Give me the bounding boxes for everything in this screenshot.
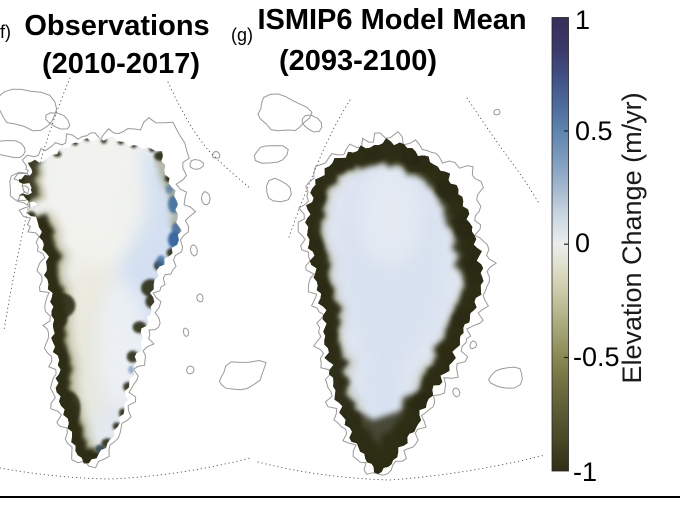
- svg-text:Elevation Change (m/yr): Elevation Change (m/yr): [617, 92, 647, 383]
- svg-text:-0.5: -0.5: [573, 342, 620, 372]
- svg-text:-1: -1: [573, 457, 597, 487]
- svg-text:(g): (g): [231, 25, 253, 45]
- svg-text:(2093-2100): (2093-2100): [279, 45, 437, 77]
- svg-text:ISMIP6 Model Mean: ISMIP6 Model Mean: [257, 4, 526, 36]
- svg-text:(f): (f): [0, 22, 11, 42]
- svg-text:0.5: 0.5: [575, 116, 613, 146]
- svg-text:0: 0: [575, 228, 590, 258]
- svg-text:Observations: Observations: [24, 10, 209, 42]
- svg-text:1: 1: [575, 5, 590, 35]
- svg-text:(2010-2017): (2010-2017): [42, 48, 200, 80]
